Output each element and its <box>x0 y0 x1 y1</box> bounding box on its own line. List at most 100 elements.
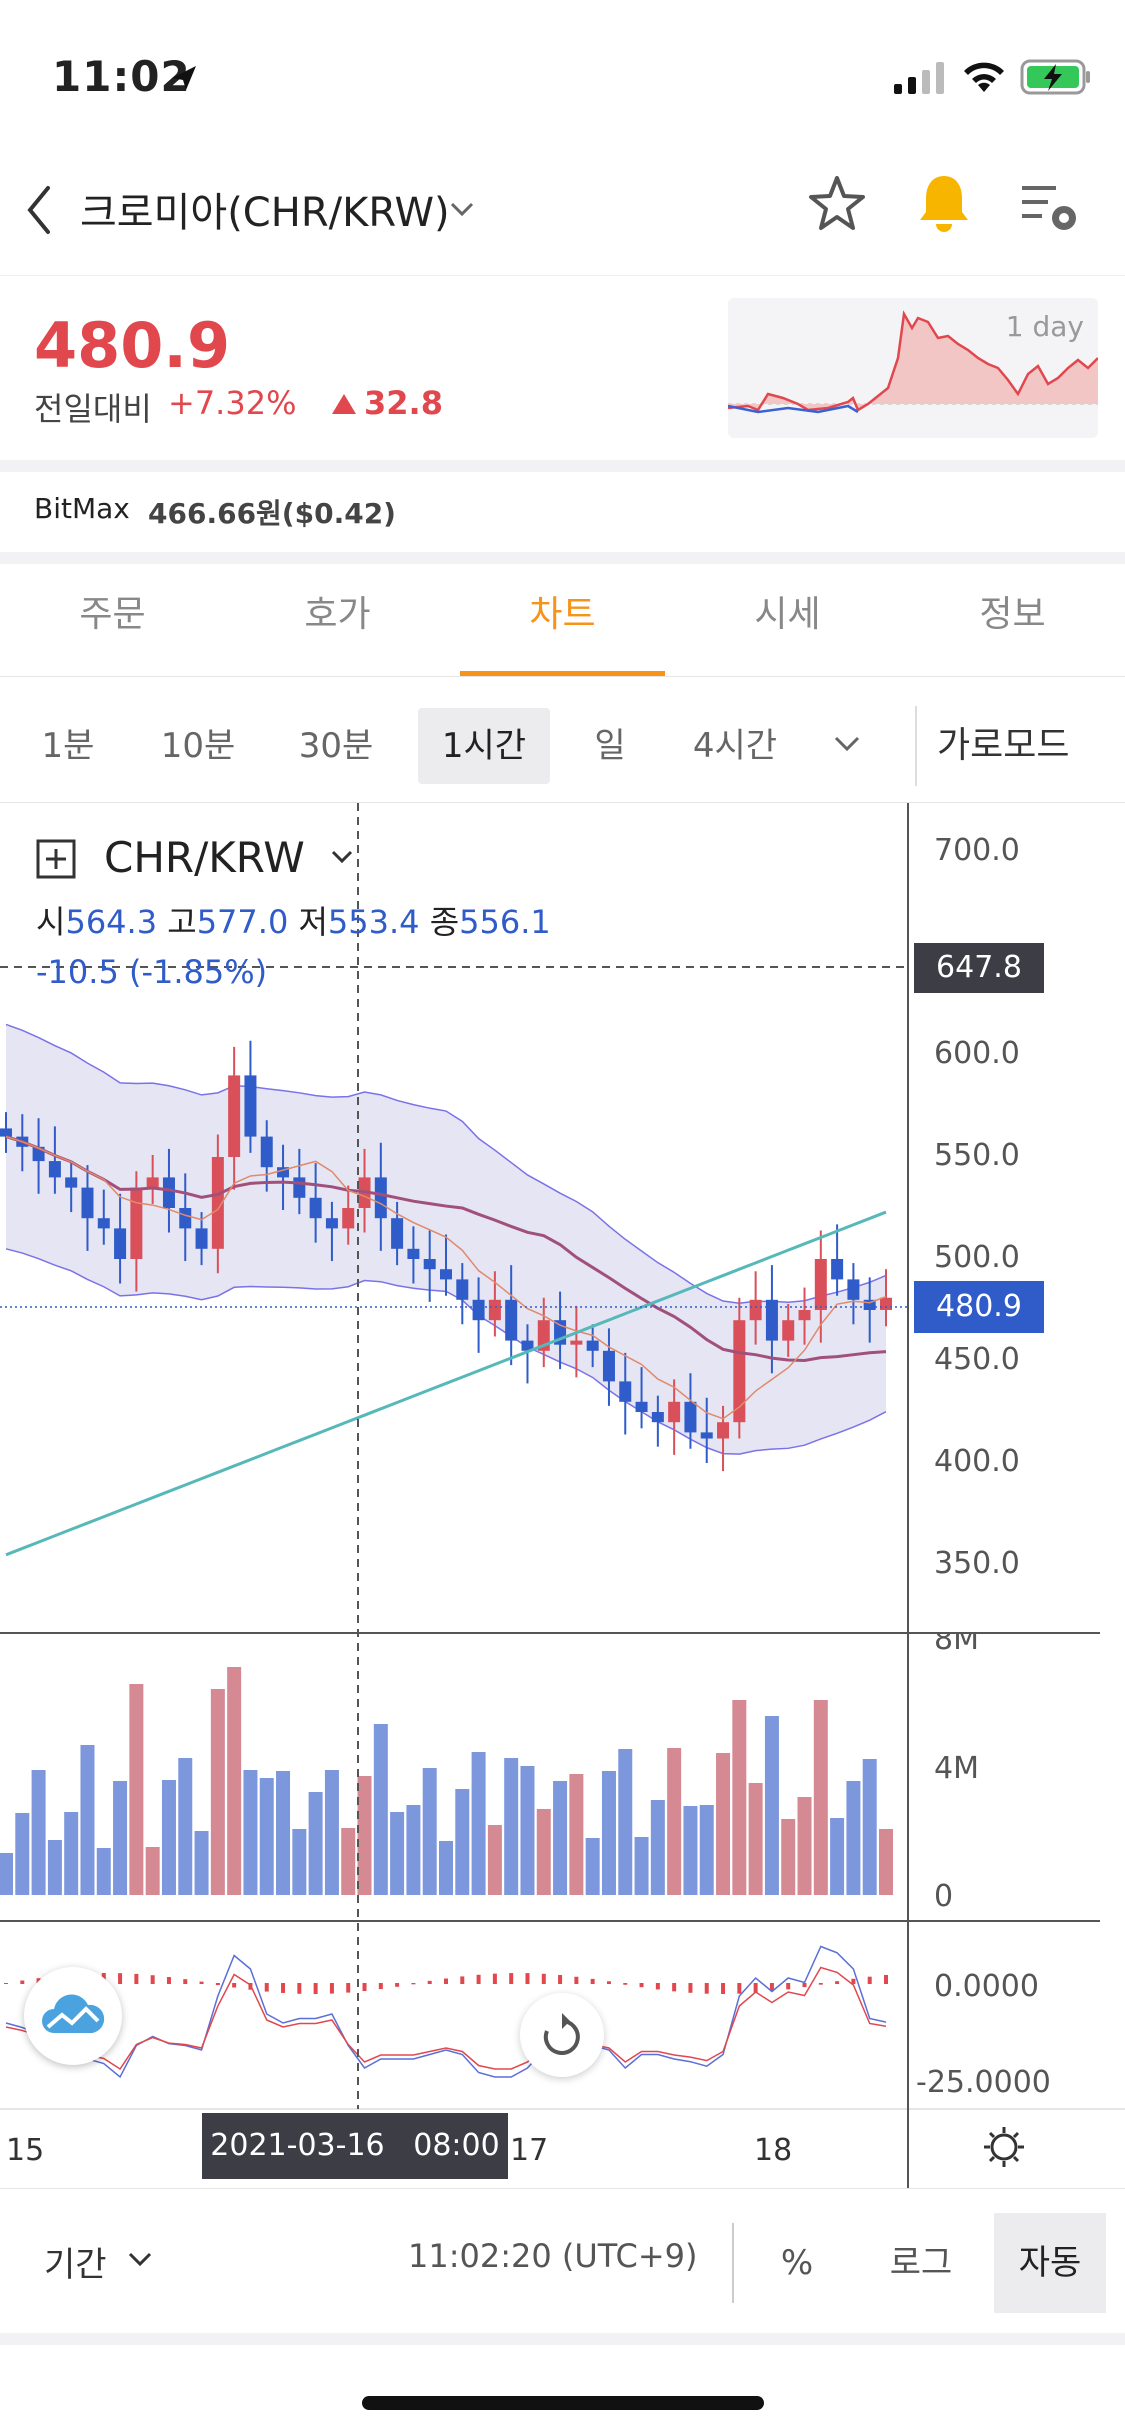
candle-body <box>342 1208 355 1229</box>
back-chevron-icon[interactable] <box>20 180 60 240</box>
interval-10m[interactable]: 10분 <box>160 726 236 766</box>
price-tick: 600.0 <box>934 1036 1020 1071</box>
separator <box>0 460 1125 472</box>
bitmax-label: BitMax <box>34 492 130 525</box>
macd-histogram-bar <box>362 1983 367 1992</box>
volume-bar <box>210 1689 225 1895</box>
candle-body <box>831 1259 844 1280</box>
chart-style-button[interactable] <box>24 1967 122 2065</box>
cloud-chart-icon <box>42 1994 105 2033</box>
candle-body <box>684 1401 697 1433</box>
volume-bar <box>536 1809 551 1895</box>
tab-chart[interactable]: 차트 <box>450 565 675 676</box>
chart-clock: 11:02:20 (UTC+9) <box>408 2237 698 2275</box>
ma-long-line <box>5 1210 887 1557</box>
candle-body <box>391 1218 404 1249</box>
separator <box>0 2333 1125 2345</box>
interval-4h[interactable]: 4시간 <box>692 726 778 766</box>
macd-histogram-bar <box>166 1977 171 1984</box>
price-tick: 450.0 <box>934 1342 1020 1377</box>
macd-histogram-bar <box>378 1983 383 1990</box>
close-label: 종 <box>429 903 460 941</box>
macd-histogram-bar <box>427 1980 432 1984</box>
tab-order[interactable]: 주문 <box>79 594 146 635</box>
chart-settings-icon[interactable] <box>1018 178 1084 236</box>
volume-bar <box>813 1700 828 1895</box>
tab-info[interactable]: 정보 <box>979 594 1046 635</box>
volume-bar <box>422 1768 437 1895</box>
current-price: 480.9 <box>34 309 231 382</box>
candle-body <box>863 1299 876 1310</box>
volume-bar <box>879 1829 893 1895</box>
home-indicator <box>362 2396 764 2410</box>
candle-body <box>521 1340 534 1351</box>
log-scale-button[interactable]: 로그 <box>889 2243 953 2283</box>
candle-body <box>700 1432 713 1439</box>
chart-symbol[interactable]: CHR/KRW <box>104 833 305 882</box>
price-tick: 550.0 <box>934 1138 1020 1173</box>
candle-body <box>0 1128 12 1137</box>
chevron-down-icon[interactable] <box>448 198 476 222</box>
candle-body <box>814 1259 827 1310</box>
chevron-down-icon[interactable] <box>832 732 862 756</box>
price-summary: 480.9 전일대비 +7.32% 32.8 1 day <box>0 275 1125 460</box>
macd-tick: 0.0000 <box>934 1969 1039 2004</box>
macd-histogram-bar <box>623 1983 628 1985</box>
candle-body <box>277 1167 290 1178</box>
candle-body <box>440 1269 452 1280</box>
candle-body <box>423 1259 436 1270</box>
add-indicator-icon[interactable] <box>36 839 76 879</box>
date-tick: 17 <box>510 2133 549 2168</box>
candle-body <box>211 1157 224 1249</box>
volume-bar <box>634 1837 649 1895</box>
page-title[interactable]: 크로미아(CHR/KRW) <box>80 190 450 236</box>
macd-histogram-bar <box>786 1983 791 1990</box>
star-icon[interactable] <box>805 172 869 236</box>
mini-day-chart[interactable]: 1 day <box>728 298 1098 438</box>
macd-histogram-bar <box>444 1978 448 1984</box>
separator <box>0 552 1125 564</box>
chevron-down-icon[interactable] <box>330 847 354 867</box>
macd-histogram-bar <box>639 1983 644 1988</box>
tab-market-price[interactable]: 시세 <box>754 594 821 635</box>
interval-1h[interactable]: 1시간 <box>418 708 550 784</box>
interval-30m[interactable]: 30분 <box>298 726 374 766</box>
tab-orderbook[interactable]: 호가 <box>304 594 371 635</box>
gear-icon[interactable] <box>982 2125 1026 2169</box>
auto-scale-button[interactable]: 자동 <box>994 2213 1106 2313</box>
macd-histogram-bar <box>476 1974 481 1984</box>
interval-1m[interactable]: 1분 <box>41 726 95 766</box>
volume-bar <box>145 1847 160 1895</box>
volume-bar <box>31 1770 46 1895</box>
divider <box>732 2223 734 2303</box>
bell-icon[interactable] <box>912 170 976 238</box>
candle-body <box>717 1422 730 1439</box>
candle-body <box>472 1299 485 1321</box>
candle-body <box>81 1187 94 1219</box>
candle-body <box>619 1381 632 1402</box>
mini-chart-label: 1 day <box>1005 310 1084 343</box>
volume-bar <box>259 1778 274 1895</box>
volume-bar <box>324 1770 339 1895</box>
landscape-mode-button[interactable]: 가로모드 <box>915 706 1125 786</box>
macd-histogram-bar <box>753 1983 758 1993</box>
percent-scale-button[interactable]: % <box>780 2243 814 2283</box>
candle-body <box>749 1299 762 1321</box>
chart-svg[interactable] <box>0 803 1125 2188</box>
reset-chart-button[interactable] <box>520 1993 604 2077</box>
chart-area[interactable]: CHR/KRW 시564.3 고577.0 저553.4 종556.1 -10.… <box>0 803 1125 2188</box>
candle-body <box>325 1218 338 1229</box>
chevron-down-icon[interactable] <box>126 2249 154 2271</box>
triangle-up-icon <box>332 394 356 414</box>
volume-bar <box>487 1825 502 1895</box>
interval-day[interactable]: 일 <box>594 726 626 766</box>
volume-bar <box>357 1776 372 1895</box>
macd-histogram-bar <box>329 1983 334 1994</box>
volume-bar <box>764 1716 779 1895</box>
period-button[interactable]: 기간 <box>44 2245 107 2285</box>
volume-bar <box>716 1753 731 1895</box>
volume-bar <box>161 1780 176 1895</box>
location-arrow-icon <box>172 66 196 90</box>
volume-bar <box>243 1770 258 1895</box>
signal-icon <box>894 62 944 94</box>
